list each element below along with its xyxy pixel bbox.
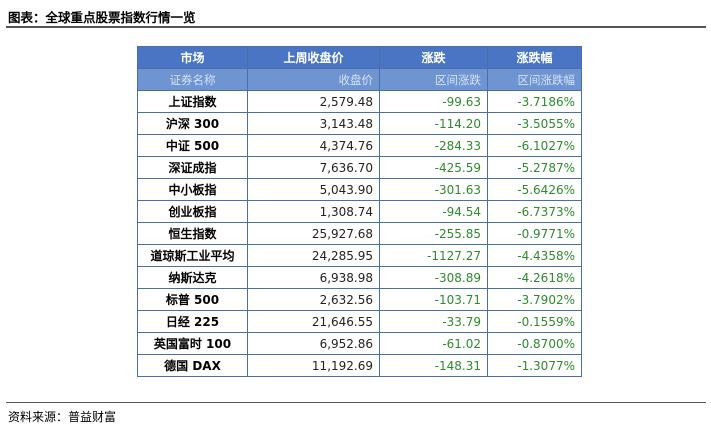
security-name-cell: 纳斯达克 (137, 266, 248, 289)
close-price-cell: 7,636.70 (247, 156, 380, 179)
table-row: 标普 500 2,632.56 -103.71 -3.7902% (137, 288, 582, 311)
change-pct-cell: -3.5055% (487, 112, 582, 135)
table-row: 中证 500 4,374.76 -284.33 -6.1027% (137, 134, 582, 157)
change-pct-cell: -4.2618% (487, 266, 582, 289)
change-cell: -308.89 (379, 266, 488, 289)
security-name-cell: 沪深 300 (137, 112, 248, 135)
chart-title: 图表：全球重点股票指数行情一览 (8, 10, 196, 25)
security-name-cell: 上证指数 (137, 90, 248, 113)
table-row: 纳斯达克 6,938.98 -308.89 -4.2618% (137, 266, 582, 289)
security-name-cell: 创业板指 (137, 200, 248, 223)
security-name-cell: 英国富时 100 (137, 332, 248, 355)
change-cell: -61.02 (379, 332, 488, 355)
title-divider (6, 26, 706, 28)
close-price-cell: 6,938.98 (247, 266, 380, 289)
table-row: 深证成指 7,636.70 -425.59 -5.2787% (137, 156, 582, 179)
change-pct-cell: -5.6426% (487, 178, 582, 201)
change-cell: -33.79 (379, 310, 488, 333)
subheader-security-name: 证券名称 (137, 68, 248, 91)
footer-divider (6, 402, 706, 403)
change-cell: -1127.27 (379, 244, 488, 267)
table-header-row: 市场 上周收盘价 涨跌 涨跌幅 (137, 46, 582, 69)
close-price-cell: 2,632.56 (247, 288, 380, 311)
change-cell: -425.59 (379, 156, 488, 179)
change-pct-cell: -3.7186% (487, 90, 582, 113)
security-name-cell: 道琼斯工业平均 (137, 244, 248, 267)
close-price-cell: 2,579.48 (247, 90, 380, 113)
header-market: 市场 (137, 46, 248, 69)
close-price-cell: 6,952.86 (247, 332, 380, 355)
change-cell: -255.85 (379, 222, 488, 245)
change-cell: -103.71 (379, 288, 488, 311)
header-change: 涨跌 (379, 46, 488, 69)
close-price-cell: 5,043.90 (247, 178, 380, 201)
change-pct-cell: -1.3077% (487, 354, 582, 377)
close-price-cell: 21,646.55 (247, 310, 380, 333)
security-name-cell: 中小板指 (137, 178, 248, 201)
security-name-cell: 深证成指 (137, 156, 248, 179)
subheader-close: 收盘价 (247, 68, 380, 91)
security-name-cell: 日经 225 (137, 310, 248, 333)
change-cell: -301.63 (379, 178, 488, 201)
table-row: 道琼斯工业平均 24,285.95 -1127.27 -4.4358% (137, 244, 582, 267)
table-row: 德国 DAX 11,192.69 -148.31 -1.3077% (137, 354, 582, 377)
close-price-cell: 3,143.48 (247, 112, 380, 135)
change-pct-cell: -6.1027% (487, 134, 582, 157)
security-name-cell: 德国 DAX (137, 354, 248, 377)
change-pct-cell: -0.1559% (487, 310, 582, 333)
subheader-period-change: 区间涨跌 (379, 68, 488, 91)
table-row: 上证指数 2,579.48 -99.63 -3.7186% (137, 90, 582, 113)
table-row: 沪深 300 3,143.48 -114.20 -3.5055% (137, 112, 582, 135)
source-note: 资料来源：普益财富 (8, 410, 117, 424)
index-quote-table: 市场 上周收盘价 涨跌 涨跌幅 证券名称 收盘价 区间涨跌 区间涨跌幅 上证指数… (137, 46, 582, 377)
table-row: 日经 225 21,646.55 -33.79 -0.1559% (137, 310, 582, 333)
change-cell: -94.54 (379, 200, 488, 223)
table-body: 上证指数 2,579.48 -99.63 -3.7186% 沪深 300 3,143.48… (137, 90, 582, 377)
header-change-pct: 涨跌幅 (487, 46, 582, 69)
change-pct-cell: -0.8700% (487, 332, 582, 355)
change-cell: -114.20 (379, 112, 488, 135)
table-row: 恒生指数 25,927.68 -255.85 -0.9771% (137, 222, 582, 245)
subheader-period-change-pct: 区间涨跌幅 (487, 68, 582, 91)
change-pct-cell: -5.2787% (487, 156, 582, 179)
security-name-cell: 中证 500 (137, 134, 248, 157)
security-name-cell: 标普 500 (137, 288, 248, 311)
change-pct-cell: -3.7902% (487, 288, 582, 311)
security-name-cell: 恒生指数 (137, 222, 248, 245)
table-row: 创业板指 1,308.74 -94.54 -6.7373% (137, 200, 582, 223)
close-price-cell: 1,308.74 (247, 200, 380, 223)
close-price-cell: 4,374.76 (247, 134, 380, 157)
change-pct-cell: -0.9771% (487, 222, 582, 245)
change-cell: -284.33 (379, 134, 488, 157)
change-pct-cell: -4.4358% (487, 244, 582, 267)
table-row: 中小板指 5,043.90 -301.63 -5.6426% (137, 178, 582, 201)
table-subheader-row: 证券名称 收盘价 区间涨跌 区间涨跌幅 (137, 68, 582, 91)
table-row: 英国富时 100 6,952.86 -61.02 -0.8700% (137, 332, 582, 355)
close-price-cell: 25,927.68 (247, 222, 380, 245)
change-pct-cell: -6.7373% (487, 200, 582, 223)
change-cell: -148.31 (379, 354, 488, 377)
header-last-close: 上周收盘价 (247, 46, 380, 69)
close-price-cell: 24,285.95 (247, 244, 380, 267)
change-cell: -99.63 (379, 90, 488, 113)
close-price-cell: 11,192.69 (247, 354, 380, 377)
